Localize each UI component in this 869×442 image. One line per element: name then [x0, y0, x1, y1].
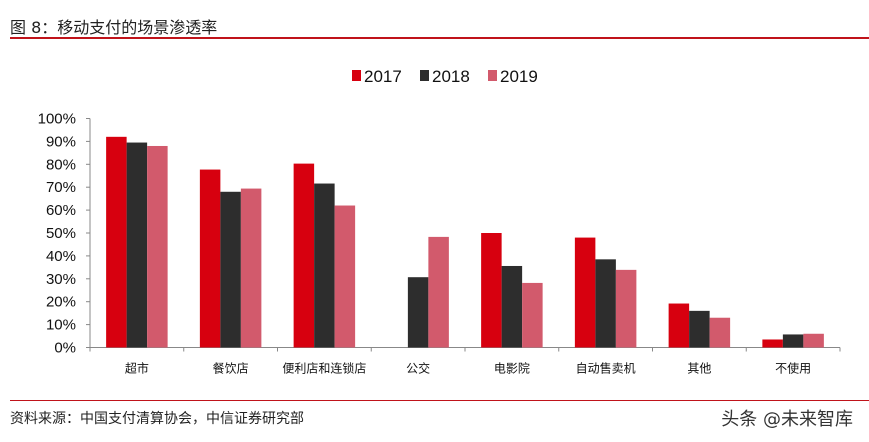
x-tick-label: 不使用	[775, 361, 811, 376]
x-tick-label: 其他	[687, 362, 711, 376]
y-tick-label: 100%	[38, 111, 76, 128]
y-tick-label: 20%	[46, 294, 76, 311]
bar-2017	[574, 237, 596, 348]
legend-swatch-2019	[488, 70, 497, 81]
bar-2019	[428, 236, 449, 348]
bar-2017	[199, 169, 221, 348]
y-tick-label: 90%	[46, 133, 76, 150]
y-tick-label: 70%	[46, 179, 76, 196]
bar-chart: 0% 10% 20% 30% 40% 50% 60% 70% 80% 90% 100% 超市 餐饮店 便利…	[38, 67, 841, 376]
legend-swatch-2018	[420, 70, 429, 81]
title-divider	[10, 37, 869, 39]
legend-label-2018: 2018	[432, 67, 470, 86]
legend-label-2019: 2019	[500, 67, 538, 86]
bar-2019	[240, 188, 262, 348]
bar-2018	[126, 142, 148, 348]
bar-2019	[615, 269, 637, 348]
x-tick-label: 便利店和连锁店	[282, 361, 366, 376]
x-tick-label: 餐饮店	[213, 361, 249, 376]
y-tick-label: 60%	[46, 202, 76, 219]
bar-2018	[782, 334, 804, 348]
bar-2019	[334, 205, 356, 348]
bar-2019	[147, 145, 168, 348]
y-tick-label: 80%	[46, 156, 76, 173]
bar-2018	[501, 265, 523, 348]
bar-2017	[106, 136, 127, 348]
legend-label-2017: 2017	[364, 67, 402, 86]
y-tick-label: 50%	[46, 225, 76, 242]
bar-2018	[314, 183, 335, 348]
figure-title: 图 8：移动支付的场景渗透率	[10, 18, 218, 37]
bar-2019	[803, 333, 824, 348]
y-tick-label: 30%	[46, 271, 76, 288]
bar-2018	[220, 191, 241, 348]
x-tick-label: 超市	[125, 361, 149, 376]
bar-2019	[522, 282, 543, 348]
footer-divider	[10, 400, 869, 401]
watermark: 头条 @未来智库	[721, 409, 853, 430]
bar-2017	[668, 303, 690, 348]
legend-swatch-2017	[352, 70, 361, 81]
x-tick-label: 自动售卖机	[576, 361, 636, 376]
bar-2017	[762, 339, 783, 348]
bar-2018	[595, 259, 616, 348]
bar-2017	[293, 163, 315, 348]
bar-2018	[407, 277, 429, 348]
y-tick-label: 10%	[46, 317, 76, 334]
bar-2018	[689, 310, 710, 348]
bar-2017	[481, 233, 502, 348]
bar-2019	[709, 317, 731, 348]
x-tick-label: 电影院	[494, 362, 530, 376]
x-tick-label: 公交	[406, 361, 430, 376]
y-tick-label: 0%	[54, 340, 76, 357]
y-tick-label: 40%	[46, 248, 76, 265]
source-note: 资料来源：中国支付清算协会，中信证券研究部	[10, 411, 304, 427]
